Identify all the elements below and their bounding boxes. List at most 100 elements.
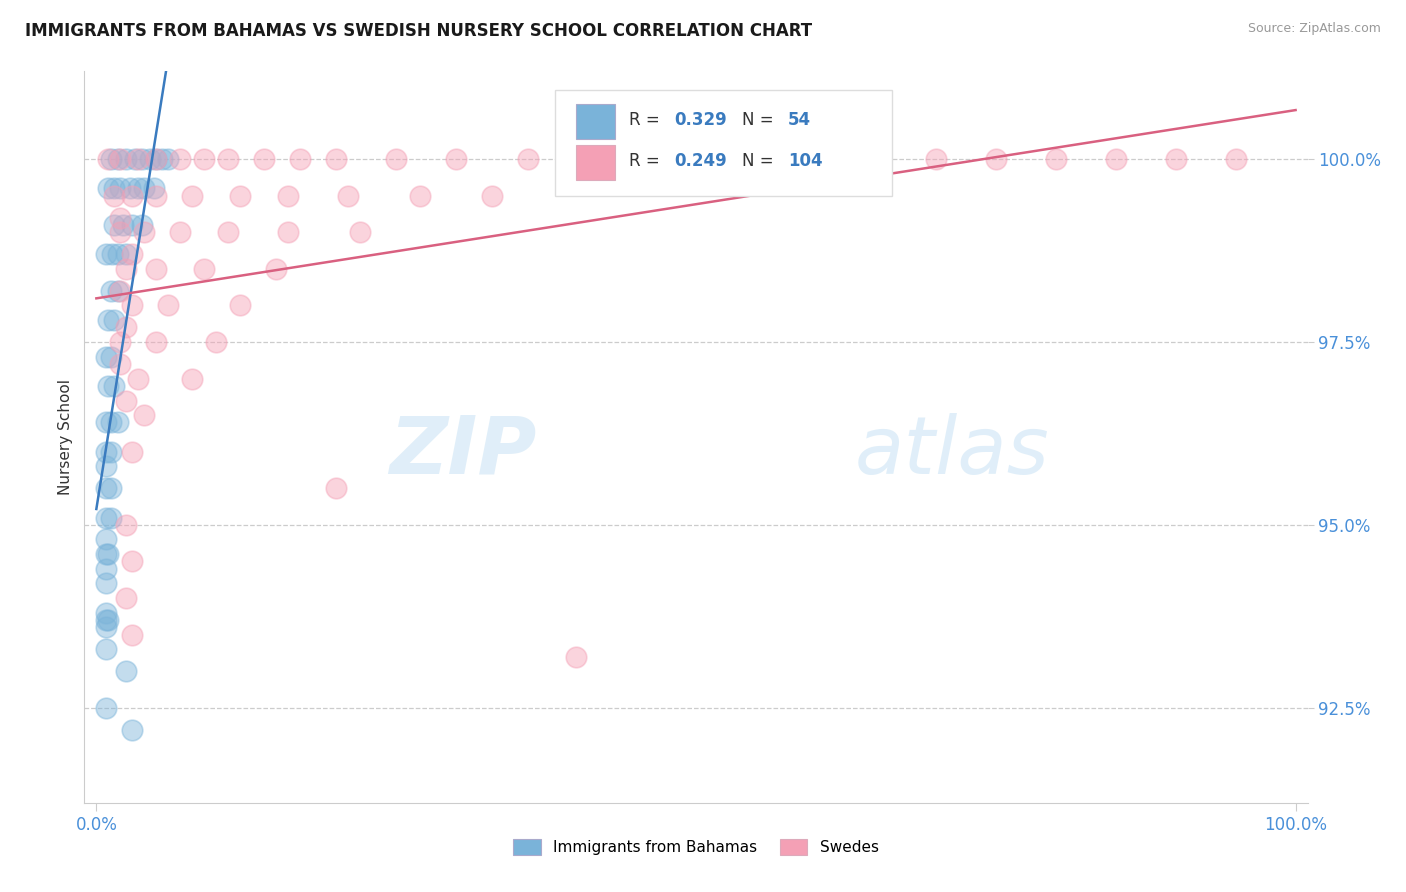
Point: [131, 218, 153, 232]
Text: ZIP: ZIP: [389, 413, 537, 491]
Point: [127, 152, 149, 166]
Bar: [576, 145, 616, 179]
Text: N =: N =: [742, 111, 779, 128]
Point: [100, 481, 122, 495]
Point: [1164, 152, 1187, 166]
Text: 104: 104: [787, 152, 823, 169]
Point: [1105, 152, 1128, 166]
Point: [94, 416, 117, 430]
Text: R =: R =: [628, 152, 665, 169]
Point: [107, 152, 129, 166]
Point: [142, 181, 165, 195]
Point: [124, 152, 146, 166]
FancyBboxPatch shape: [555, 90, 891, 195]
Point: [115, 664, 138, 678]
Point: [264, 261, 287, 276]
Point: [103, 313, 125, 327]
Point: [97, 313, 120, 327]
Text: atlas: atlas: [855, 413, 1050, 491]
Point: [94, 459, 117, 474]
Point: [139, 152, 162, 166]
Point: [94, 606, 117, 620]
Point: [121, 627, 143, 641]
Point: [733, 152, 755, 166]
Point: [145, 334, 167, 349]
Point: [385, 152, 408, 166]
Point: [661, 152, 683, 166]
Point: [111, 218, 134, 232]
Bar: [576, 103, 616, 138]
Point: [145, 152, 167, 166]
Point: [804, 152, 827, 166]
Point: [110, 152, 132, 166]
Point: [121, 298, 143, 312]
Point: [277, 188, 299, 202]
Point: [110, 181, 132, 195]
Point: [121, 218, 143, 232]
Point: [100, 444, 122, 458]
Point: [984, 152, 1007, 166]
Point: [277, 225, 299, 239]
Point: [444, 152, 467, 166]
Point: [110, 225, 132, 239]
Point: [115, 247, 138, 261]
Point: [100, 152, 122, 166]
Point: [101, 247, 124, 261]
Point: [94, 247, 117, 261]
Point: [481, 188, 503, 202]
Point: [131, 152, 153, 166]
Point: [97, 181, 120, 195]
Point: [169, 152, 191, 166]
Point: [94, 547, 117, 561]
Point: [94, 533, 117, 547]
Text: 54: 54: [787, 111, 811, 128]
Y-axis label: Nursery School: Nursery School: [58, 379, 73, 495]
Point: [121, 554, 143, 568]
Point: [103, 218, 125, 232]
Point: [925, 152, 948, 166]
Point: [110, 211, 132, 225]
Point: [115, 261, 138, 276]
Text: 0.249: 0.249: [673, 152, 727, 169]
Point: [349, 225, 371, 239]
Point: [1045, 152, 1067, 166]
Text: 0.329: 0.329: [673, 111, 727, 128]
Point: [107, 416, 129, 430]
Point: [115, 591, 138, 605]
Point: [325, 152, 347, 166]
Point: [115, 152, 138, 166]
Text: N =: N =: [742, 152, 779, 169]
Point: [94, 444, 117, 458]
Point: [134, 408, 156, 422]
Point: [118, 181, 141, 195]
Point: [103, 379, 125, 393]
Point: [107, 247, 129, 261]
Point: [193, 152, 215, 166]
Point: [145, 188, 167, 202]
Point: [145, 261, 167, 276]
Point: [193, 261, 215, 276]
Point: [145, 152, 167, 166]
Point: [517, 152, 540, 166]
Point: [97, 547, 120, 561]
Point: [115, 320, 138, 334]
Point: [127, 181, 149, 195]
Point: [110, 334, 132, 349]
Point: [97, 152, 120, 166]
Point: [94, 481, 117, 495]
Point: [205, 334, 228, 349]
Point: [229, 188, 252, 202]
Point: [100, 350, 122, 364]
Point: [94, 700, 117, 714]
Point: [229, 298, 252, 312]
Text: Source: ZipAtlas.com: Source: ZipAtlas.com: [1247, 22, 1381, 36]
Point: [115, 393, 138, 408]
Point: [565, 649, 588, 664]
Point: [217, 225, 239, 239]
Point: [107, 284, 129, 298]
Point: [94, 620, 117, 634]
Point: [127, 371, 149, 385]
Point: [157, 152, 180, 166]
Point: [409, 188, 432, 202]
Point: [94, 576, 117, 591]
